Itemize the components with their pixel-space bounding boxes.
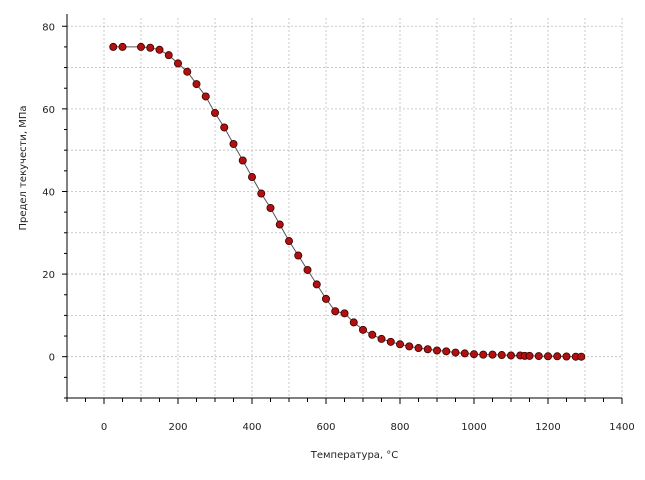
data-point <box>155 45 164 54</box>
y-axis-ticks: 0 20 40 60 80 <box>42 22 67 399</box>
y-tick-label: 20 <box>42 270 55 281</box>
data-point <box>321 294 330 303</box>
data-point <box>349 318 358 327</box>
data-point <box>146 43 155 52</box>
data-point <box>451 348 460 357</box>
data-point <box>544 352 553 361</box>
data-point <box>192 80 201 89</box>
x-axis-label: Температура, °C <box>310 450 399 461</box>
data-point <box>312 280 321 289</box>
data-point <box>183 67 192 76</box>
data-points <box>109 42 586 361</box>
data-point <box>386 337 395 346</box>
data-point <box>358 325 367 334</box>
data-point <box>534 352 543 361</box>
x-tick-label: 600 <box>316 422 335 433</box>
data-point <box>577 352 586 361</box>
data-point <box>506 351 515 360</box>
data-point <box>395 340 404 349</box>
data-point <box>201 92 210 101</box>
data-point <box>414 344 423 353</box>
data-point <box>368 330 377 339</box>
data-point <box>257 189 266 198</box>
y-tick-label: 0 <box>49 353 55 364</box>
data-point <box>284 237 293 246</box>
data-point <box>553 352 562 361</box>
data-point <box>247 173 256 182</box>
data-point <box>460 349 469 358</box>
x-tick-label: 200 <box>168 422 187 433</box>
data-point <box>469 350 478 359</box>
data-point <box>405 342 414 351</box>
x-tick-label: 1200 <box>535 422 560 433</box>
data-point <box>118 42 127 51</box>
data-point <box>442 347 451 356</box>
data-point <box>136 42 145 51</box>
y-tick-label: 60 <box>42 105 55 116</box>
x-tick-label: 400 <box>242 422 261 433</box>
data-point <box>423 345 432 354</box>
data-point <box>164 51 173 60</box>
data-point <box>497 351 506 360</box>
y-tick-label: 80 <box>42 22 55 33</box>
grid-lines <box>67 18 623 398</box>
data-point <box>229 139 238 148</box>
data-point <box>488 350 497 359</box>
x-axis-ticks: 0 200 400 600 800 1000 1200 1400 <box>66 398 635 433</box>
data-point <box>331 307 340 316</box>
data-point <box>340 309 349 318</box>
data-point <box>275 220 284 229</box>
data-point <box>377 334 386 343</box>
x-tick-label: 0 <box>101 422 107 433</box>
series-line <box>113 46 582 358</box>
x-tick-label: 800 <box>390 422 409 433</box>
data-point <box>562 352 571 361</box>
y-axis-label: Предел текучести, МПа <box>18 105 29 230</box>
axes <box>66 14 622 399</box>
y-tick-label: 40 <box>42 187 55 198</box>
data-point <box>479 350 488 359</box>
data-point <box>525 351 534 360</box>
data-point <box>432 346 441 355</box>
data-point <box>173 59 182 68</box>
data-point <box>109 42 118 51</box>
data-point <box>220 123 229 132</box>
x-tick-label: 1400 <box>609 422 634 433</box>
data-point <box>210 109 219 118</box>
data-point <box>238 156 247 165</box>
data-point <box>303 265 312 274</box>
data-point <box>266 203 275 212</box>
x-tick-label: 1000 <box>461 422 486 433</box>
data-point <box>294 251 303 260</box>
